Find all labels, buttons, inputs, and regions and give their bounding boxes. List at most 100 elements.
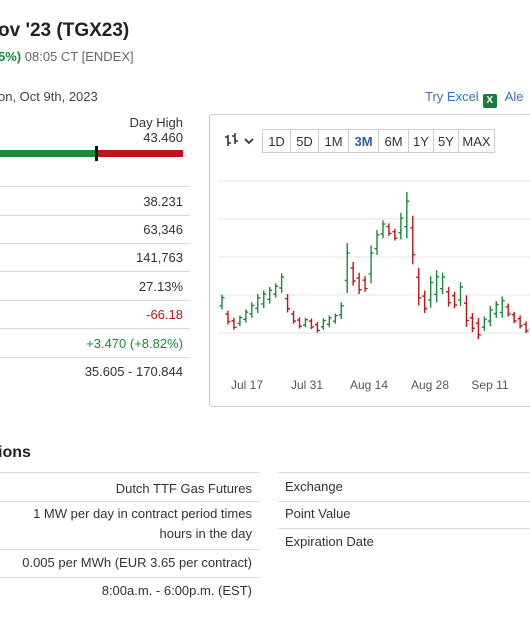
ohlc-bar (422, 290, 428, 314)
range-bar-green (0, 150, 97, 157)
spec-row: Expiration Date (278, 528, 530, 556)
ohlc-bar (225, 310, 231, 325)
tools-bar: Try Excel X Ale (425, 89, 524, 108)
ohlc-bar (350, 262, 356, 286)
spec-row: 0.005 per MWh (EUR 3.65 per contract) (0, 549, 260, 578)
ohlc-bar (404, 191, 410, 239)
ohlc-bar (302, 317, 308, 328)
x-axis-label: Sep 11 (471, 378, 508, 392)
ohlc-bar (410, 215, 416, 265)
ohlc-bar (446, 286, 452, 307)
ohlc-bar (219, 294, 225, 310)
ohlc-bar (261, 290, 267, 309)
ohlc-bar (285, 294, 291, 313)
ohlc-bar (457, 282, 463, 306)
price-chart: Jul 17 Jul 31 Aug 14 Aug 28 Sep 11 (218, 180, 530, 392)
range-bar-red (97, 150, 183, 157)
ohlc-bar (392, 228, 398, 241)
ohlc-bar (523, 321, 529, 334)
quote-time: 08:05 CT [ENDEX] (24, 49, 134, 64)
period-button-6m[interactable]: 6M (378, 129, 409, 153)
chart-type-selector[interactable] (222, 129, 260, 153)
ohlc-bar (362, 276, 368, 292)
ohlc-bar (231, 317, 237, 330)
ohlc-bar (493, 301, 499, 318)
ohlc-bar (416, 267, 422, 306)
stat-row: 141,763 (0, 243, 190, 272)
ohlc-bar (374, 229, 380, 255)
period-button-1y[interactable]: 1Y (408, 129, 434, 153)
spec-value: 8:00a.m. - 6:00p.m. (EST) (101, 583, 252, 598)
ohlc-bar (344, 243, 350, 293)
spec-value: 1 MW per day in contract period times ho… (33, 506, 252, 541)
period-button-5d[interactable]: 5D (290, 129, 319, 153)
ohlc-bar (237, 315, 243, 327)
spec-row: 8:00a.m. - 6:00p.m. (EST) (0, 577, 260, 605)
excel-icon[interactable]: X (482, 94, 497, 108)
period-button-1d[interactable]: 1D (262, 129, 291, 153)
stat-row: 27.13% (0, 272, 190, 301)
x-axis-label: Jul 31 (291, 378, 323, 392)
stat-row: -66.18 (0, 300, 190, 329)
day-high-value: 43.460 (143, 130, 183, 145)
period-button-max[interactable]: MAX (458, 129, 495, 153)
ohlc-bar (314, 321, 320, 333)
stat-value: 38.231 (143, 194, 183, 209)
quote-date: on, Oct 9th, 2023 (0, 89, 98, 104)
spec-row: Exchange (278, 472, 530, 502)
spec-row: 1 MW per day in contract period times ho… (0, 500, 260, 550)
ohlc-bar (297, 317, 303, 329)
alerts-link[interactable]: Ale (504, 89, 524, 104)
stat-row: 35.605 - 170.844 (0, 357, 190, 385)
stat-value: +3.470 (+8.82%) (86, 336, 183, 351)
ohlc-bar (511, 311, 517, 324)
period-button-5y[interactable]: 5Y (433, 129, 459, 153)
stat-value: 141,763 (136, 250, 183, 265)
ohlc-bar (255, 294, 261, 314)
stat-value: -66.18 (146, 307, 183, 322)
ohlc-bar (481, 316, 487, 331)
change-percent: 5%) (0, 49, 22, 64)
x-axis-label: Jul 17 (231, 378, 263, 392)
ohlc-bar (434, 270, 440, 303)
ohlc-bar (243, 309, 249, 323)
page-title: ov '23 (TGX23) (0, 20, 130, 41)
ohlc-bar (505, 303, 511, 317)
ohlc-bar (273, 283, 279, 298)
specs-section-title: ions (0, 444, 31, 461)
ohlc-bar (428, 276, 434, 308)
ohlc-bar (356, 272, 362, 295)
day-high-label: Day High (129, 115, 183, 130)
ohlc-bar (440, 272, 446, 295)
ohlc-bar (320, 318, 326, 330)
period-button-3m[interactable]: 3M (348, 129, 379, 153)
spec-label: Point Value (285, 506, 351, 521)
stat-row: 63,346 (0, 215, 190, 244)
stat-row: +3.470 (+8.82%) (0, 329, 190, 358)
try-excel-link[interactable]: Try Excel (425, 89, 479, 104)
ohlc-bar (338, 302, 344, 319)
ohlc-bar (475, 317, 481, 340)
price-chart-panel: 1D 5D 1M 3M 6M 1Y 5Y MAX Jul 17 Jul 31 Aug 14 Aug … (209, 114, 530, 407)
candlestick-icon[interactable] (222, 129, 260, 153)
spec-value: Dutch TTF Gas Futures (115, 481, 252, 496)
stat-value: 63,346 (143, 222, 183, 237)
spec-row: Dutch TTF Gas Futures (0, 472, 260, 502)
ohlc-bar (386, 223, 392, 236)
ohlc-bar (499, 296, 505, 318)
ohlc-bar (326, 315, 332, 328)
spec-row: Point Value (278, 500, 530, 529)
spec-value: 0.005 per MWh (EUR 3.65 per contract) (22, 555, 252, 570)
ohlc-bar (452, 291, 458, 309)
period-button-1m[interactable]: 1M (318, 129, 349, 153)
spec-label: Exchange (285, 479, 343, 494)
x-axis-label: Aug 28 (411, 378, 449, 392)
stat-value: 35.605 - 170.844 (84, 364, 183, 379)
ohlc-bar (332, 313, 338, 324)
ohlc-bar (368, 245, 374, 284)
ohlc-bar (398, 212, 404, 240)
ohlc-bar (279, 273, 285, 293)
stat-row: 38.231 (0, 186, 190, 216)
ohlc-bar (267, 286, 273, 304)
spec-label: Expiration Date (285, 534, 374, 549)
